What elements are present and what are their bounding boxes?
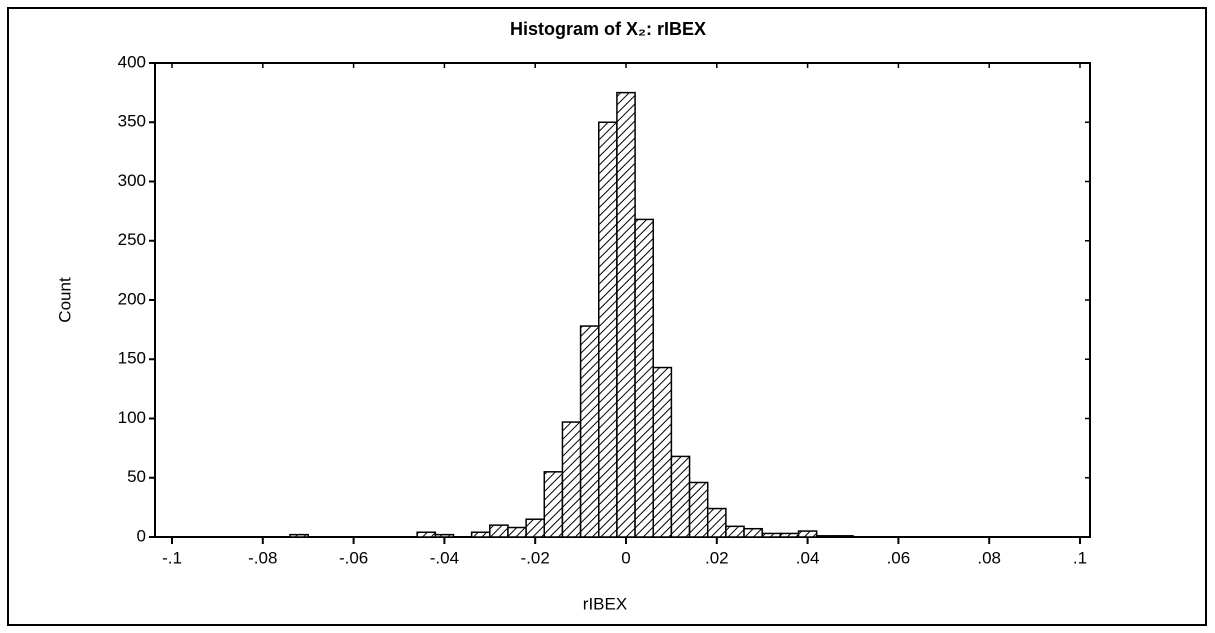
- bar: [525, 518, 546, 538]
- y-tick-label: 200: [118, 289, 146, 308]
- frame: [7, 7, 1207, 626]
- y-tick-label: 350: [118, 112, 146, 131]
- y-tick-label: 300: [118, 171, 146, 190]
- bar: [634, 218, 654, 538]
- bar: [815, 535, 836, 538]
- bar: [289, 533, 309, 538]
- bar: [507, 526, 527, 538]
- bar: [489, 524, 509, 538]
- x-axis-label: rIBEX: [583, 594, 627, 613]
- x-tick-label: .1: [1073, 548, 1087, 567]
- chart-title: Histogram of X₂: rIBEX: [510, 19, 706, 39]
- y-tick-label: 0: [137, 526, 146, 545]
- bar: [797, 530, 818, 538]
- x-tick-label: .08: [977, 548, 1001, 567]
- y-tick-label: 100: [118, 408, 146, 427]
- x-tick-label: -.08: [248, 548, 277, 567]
- x-tick-label: -.1: [162, 548, 182, 567]
- bar: [670, 455, 691, 538]
- bar: [761, 532, 782, 538]
- bar: [706, 507, 727, 538]
- bar: [561, 421, 582, 538]
- x-tick-label: -.04: [430, 548, 459, 567]
- bar: [543, 471, 564, 538]
- bar: [416, 531, 437, 538]
- bar: [616, 91, 636, 538]
- bar: [688, 481, 709, 538]
- bar: [434, 533, 455, 538]
- bar: [470, 531, 491, 538]
- bar: [652, 366, 673, 538]
- x-tick-label: 0: [621, 548, 630, 567]
- bar: [743, 527, 763, 538]
- x-tick-label: -.02: [521, 548, 550, 567]
- y-tick-label: 400: [118, 52, 146, 71]
- bar: [725, 525, 745, 538]
- y-axis-label: Count: [55, 277, 74, 323]
- y-tick-label: 250: [118, 230, 146, 249]
- x-tick-label: .06: [887, 548, 911, 567]
- bar: [598, 121, 618, 538]
- bar: [579, 325, 600, 538]
- bar: [779, 532, 800, 538]
- x-tick-label: .04: [796, 548, 820, 567]
- x-tick-label: -.06: [339, 548, 368, 567]
- bar: [834, 535, 854, 538]
- y-tick-label: 150: [118, 349, 146, 368]
- y-tick-label: 50: [127, 467, 146, 486]
- x-tick-label: .02: [705, 548, 729, 567]
